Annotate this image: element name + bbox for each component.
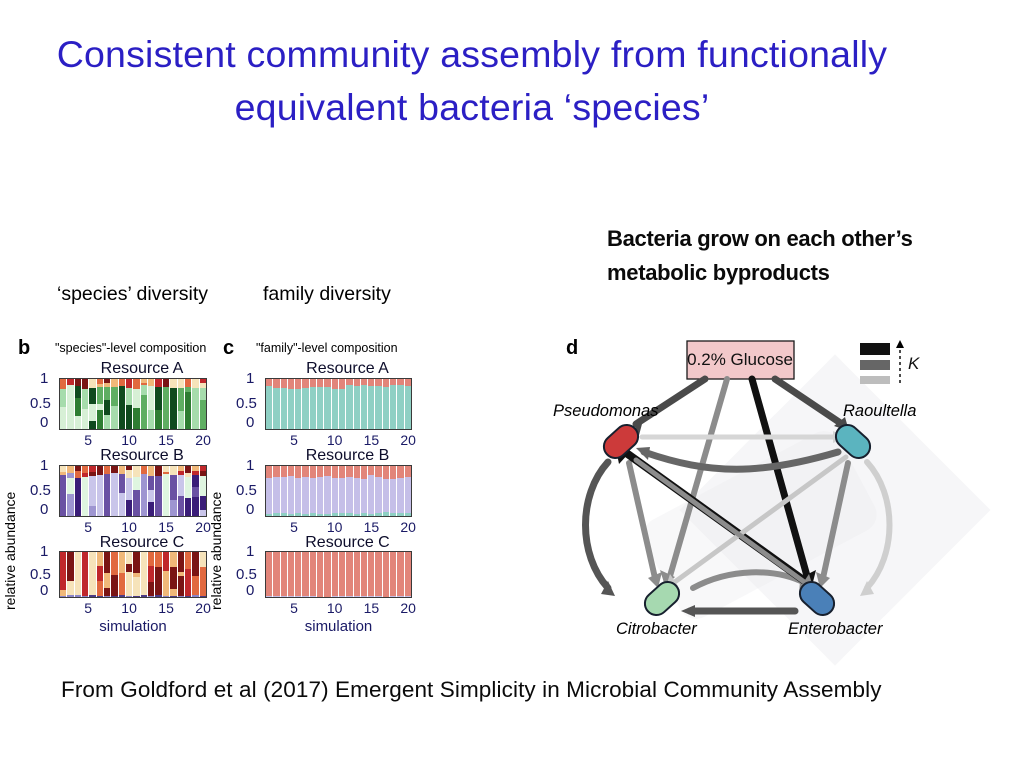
svg-text:0.2% Glucose: 0.2% Glucose [687,350,793,369]
svg-text:K: K [908,354,920,373]
svg-text:Citrobacter: Citrobacter [616,620,698,638]
svg-text:Pseudomonas: Pseudomonas [553,402,659,420]
